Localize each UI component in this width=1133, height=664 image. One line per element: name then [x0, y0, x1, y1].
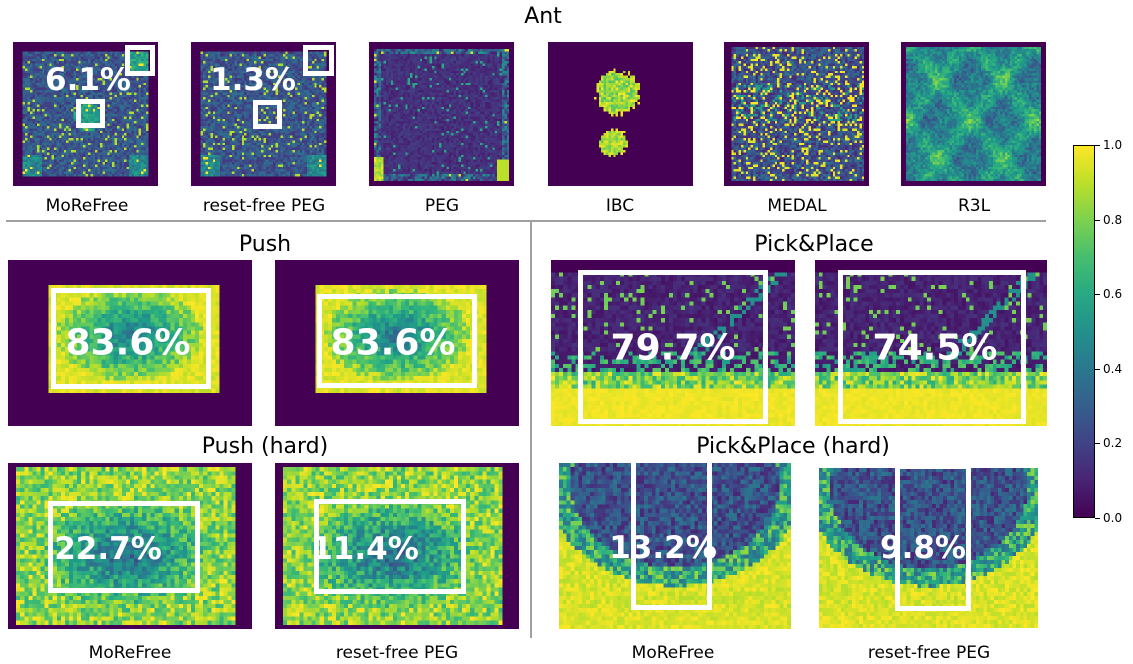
- target-box: [578, 270, 768, 424]
- heatmap-ant-reset-free-peg: 1.3%: [191, 42, 336, 186]
- heatmap-push-reset-free-peg: 83.6%: [275, 260, 519, 426]
- coverage-percent: 11.4%: [311, 531, 419, 567]
- coverage-percent: 1.3%: [210, 62, 296, 98]
- coverage-percent: 6.1%: [45, 62, 131, 98]
- coverage-percent: 22.7%: [54, 531, 162, 567]
- heatmap-canvas: [13, 42, 158, 186]
- heatmap-pickplace-morefree: 79.7%: [551, 260, 795, 426]
- heatmap-canvas: [551, 260, 795, 426]
- panel-label: reset-free PEG: [867, 643, 991, 663]
- heatmap-canvas: [275, 260, 519, 426]
- target-box: [631, 463, 712, 610]
- heatmap-pickplace-reset-free-peg: 74.5%: [815, 260, 1047, 426]
- heatmap-canvas: [724, 42, 869, 186]
- panel-label: reset-free PEG: [335, 643, 459, 663]
- colorbar-tick: [1095, 368, 1100, 370]
- heatmap-ant-morefree: 6.1%: [13, 42, 158, 186]
- heatmap-pickplace-hard-morefree: 13.2%: [559, 463, 791, 629]
- colorbar-tick-label: 0.6: [1103, 287, 1123, 302]
- colorbar-tick: [1095, 219, 1100, 221]
- panel-label: reset-free PEG: [202, 196, 326, 216]
- colorbar-tick: [1095, 145, 1100, 146]
- panel-label: MoReFree: [88, 643, 172, 663]
- column-divider: [530, 222, 532, 638]
- colorbar-tick-label: 0.0: [1103, 511, 1123, 525]
- target-box: [125, 45, 155, 76]
- heatmap-canvas: [815, 260, 1047, 426]
- heatmap-canvas: [548, 42, 693, 186]
- pickplace-hard-title: Pick&Place (hard): [696, 434, 890, 459]
- target-box: [253, 100, 282, 129]
- panel-label: IBC: [605, 196, 635, 216]
- push-title: Push: [238, 232, 292, 257]
- heatmap-canvas: [901, 42, 1046, 186]
- heatmap-push-morefree: 83.6%: [8, 260, 252, 426]
- target-box: [314, 499, 466, 594]
- coverage-percent: 83.6%: [65, 322, 191, 364]
- heatmap-pickplace-hard-reset-free-peg: 9.8%: [819, 468, 1038, 628]
- heatmap-canvas: [191, 42, 336, 186]
- colorbar: [1073, 145, 1095, 518]
- ant-title: Ant: [524, 4, 562, 29]
- target-box: [838, 270, 1026, 424]
- coverage-percent: 79.7%: [610, 327, 736, 369]
- panel-label: PEG: [424, 196, 460, 216]
- colorbar-tick-label: 0.8: [1103, 212, 1123, 227]
- target-box: [303, 45, 334, 76]
- heatmap-ant-ibc: [548, 42, 693, 186]
- coverage-percent: 83.6%: [330, 322, 456, 364]
- coverage-percent: 74.5%: [872, 327, 998, 369]
- heatmap-push-hard-morefree: 22.7%: [8, 463, 252, 629]
- target-box: [48, 501, 200, 593]
- heatmap-canvas: [369, 42, 514, 186]
- coverage-percent: 13.2%: [609, 530, 717, 566]
- heatmap-canvas: [819, 468, 1038, 628]
- target-box: [76, 99, 105, 128]
- panel-label: R3L: [957, 196, 991, 216]
- row-divider: [6, 220, 1046, 222]
- colorbar-tick-label: 1.0: [1103, 138, 1123, 152]
- colorbar-tick: [1095, 518, 1100, 519]
- target-box: [51, 288, 211, 389]
- pickplace-title: Pick&Place: [754, 232, 874, 257]
- colorbar-tick: [1095, 294, 1100, 296]
- heatmap-canvas: [559, 463, 791, 629]
- colorbar-tick-label: 0.4: [1103, 361, 1123, 376]
- panel-label: MoReFree: [631, 643, 715, 663]
- colorbar-tick: [1095, 443, 1100, 445]
- heatmap-ant-peg: [369, 42, 514, 186]
- target-box: [317, 294, 477, 388]
- target-box: [895, 468, 971, 611]
- heatmap-push-hard-reset-free-peg: 11.4%: [275, 463, 519, 629]
- panel-label: MoReFree: [45, 196, 129, 216]
- heatmap-canvas: [8, 260, 252, 426]
- heatmap-ant-r3l: [901, 42, 1046, 186]
- coverage-percent: 9.8%: [880, 530, 966, 566]
- heatmap-ant-medal: [724, 42, 869, 186]
- panel-label: MEDAL: [767, 196, 827, 216]
- colorbar-tick-label: 0.2: [1103, 436, 1123, 451]
- push-hard-title: Push (hard): [201, 434, 329, 459]
